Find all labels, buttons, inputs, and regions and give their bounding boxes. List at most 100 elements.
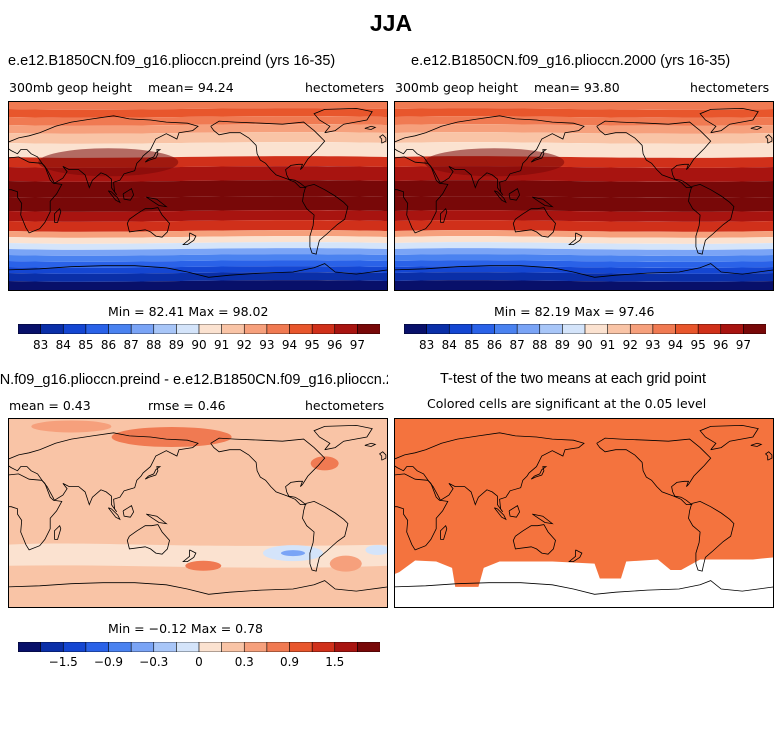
colorbar-tick-label: 93 [259,338,275,352]
panel-br-subtitle: Colored cells are significant at the 0.0… [427,396,707,411]
colorbar-tick-label: 91 [599,338,616,352]
colorbar-swatch [448,324,473,334]
colorbar-swatch [334,642,358,652]
panel-tr-map [394,101,774,291]
colorbar-tick-label: 96 [327,338,343,352]
colorbar-swatch [289,324,313,334]
colorbar-swatch [62,642,87,652]
colorbar-swatch [243,324,268,334]
panel-tr-colorbar [404,324,766,334]
colorbar-swatch [334,324,358,334]
colorbar-tick-label: 88 [532,338,548,352]
panel-bl-units: hectometers [305,398,385,413]
colorbar-swatch [221,324,245,334]
colorbar-swatch [243,642,268,652]
significance-field [394,418,774,608]
colorbar-swatch [652,324,677,334]
colorbar-tick-label: 96 [713,338,729,352]
colorbar-swatch [62,324,87,334]
panel-tl-colorbar [18,324,380,334]
colorbar-tick-label: 92 [236,338,252,352]
panel-tr-units: hectometers [690,80,770,95]
panel-tl-units: hectometers [305,80,385,95]
colorbar-swatch [743,324,766,334]
colorbar-swatch [720,324,744,334]
panel-bl-mean: mean = 0.43 [9,398,91,413]
colorbar-tick-label: 86 [100,338,117,352]
colorbar-swatch [404,324,428,334]
colorbar-swatch [289,642,313,652]
colorbar-swatch [85,324,109,334]
colorbar-tick-label: 95 [304,338,320,352]
colorbar-swatch [471,324,495,334]
colorbar-tick-label: 89 [168,338,185,352]
colorbar-swatch [176,642,200,652]
panel-bl-colorbar [18,642,380,652]
colorbar-swatch [607,324,631,334]
colorbar-swatch [697,324,722,334]
colorbar-tick-label: 88 [146,338,162,352]
panel-tl-colorbar-labels: 83 84 85 86 87 88 89 90 91 92 93 94 95 96 97 [18,338,380,354]
colorbar-tick-label: 93 [645,338,661,352]
colorbar-swatch [516,324,541,334]
colorbar-tick-label: 91 [213,338,230,352]
colorbar-tick-label: 97 [349,338,366,352]
colorbar-swatch [266,324,291,334]
panel-bl-map [8,418,388,608]
panel-bl-colorbar-labels: −1.5 −0.9 −0.3 0 0.3 0.9 1.5 [18,655,380,671]
colorbar-tick-label: 95 [690,338,706,352]
colorbar-swatch [108,642,132,652]
colorbar-tick-label: 90 [577,338,593,352]
panel-br-title: T-test of the two means at each grid poi… [440,371,706,387]
colorbar-swatch [198,642,223,652]
colorbar-swatch [221,642,245,652]
colorbar-tick-label: 97 [735,338,752,352]
height-field [8,101,388,291]
colorbar-tick-label: −0.3 [139,655,169,669]
colorbar-tick-label: 0.9 [279,655,300,669]
colorbar-tick-label: 1.5 [325,655,345,669]
panel-bl-title: e.e12.B1850CN.f09_g16.plioccn.preind - e… [0,372,388,388]
coastlines [8,107,388,278]
main-title: JJA [369,10,413,36]
panel-br-map [394,418,774,608]
height-field [394,101,774,291]
colorbar-swatch [357,642,380,652]
colorbar-tick-label: 86 [486,338,503,352]
coastlines [394,424,774,595]
panel-tr-colorbar-labels: 83 84 85 86 87 88 89 90 91 92 93 94 95 96 97 [404,338,766,354]
colorbar-tick-label: 90 [191,338,207,352]
colorbar-swatch [426,324,450,334]
colorbar-swatch [153,324,177,334]
colorbar-swatch [494,324,518,334]
colorbar-swatch [176,324,200,334]
colorbar-tick-label: 85 [78,338,94,352]
colorbar-swatch [130,324,155,334]
colorbar-swatch [539,324,563,334]
colorbar-tick-label: 0.3 [234,655,254,669]
panel-tl-map [8,101,388,291]
panel-bl-minmax: Min = −0.12 Max = 0.78 [108,621,263,636]
panel-tl-title: e.e12.B1850CN.f09_g16.plioccn.preind (yr… [8,53,336,69]
panel-bl-rmse: rmse = 0.46 [148,398,226,413]
panel-tr-var-label: 300mb geop height [395,80,518,95]
colorbar-swatch [266,642,291,652]
colorbar-tick-label: 87 [509,338,525,352]
colorbar-swatch [40,324,64,334]
colorbar-tick-label: 85 [464,338,480,352]
colorbar-tick-label: 94 [667,338,684,352]
colorbar-tick-label: −1.5 [48,655,78,669]
colorbar-tick-label: 92 [622,338,638,352]
colorbar-swatch [18,642,42,652]
colorbar-swatch [130,642,155,652]
colorbar-tick-label: −0.9 [93,655,124,669]
colorbar-tick-label: 87 [123,338,139,352]
colorbar-tick-label: 83 [32,338,49,352]
panel-tr-title: e.e12.B1850CN.f09_g16.plioccn.2000 (yrs … [411,53,731,69]
panel-tr-mean: mean= 93.80 [534,80,620,95]
colorbar-tick-label: 0 [195,655,203,669]
panel-tl-mean: mean= 94.24 [148,80,234,95]
panel-tl-var-label: 300mb geop height [9,80,132,95]
colorbar-tick-label: 94 [281,338,298,352]
colorbar-swatch [584,324,609,334]
